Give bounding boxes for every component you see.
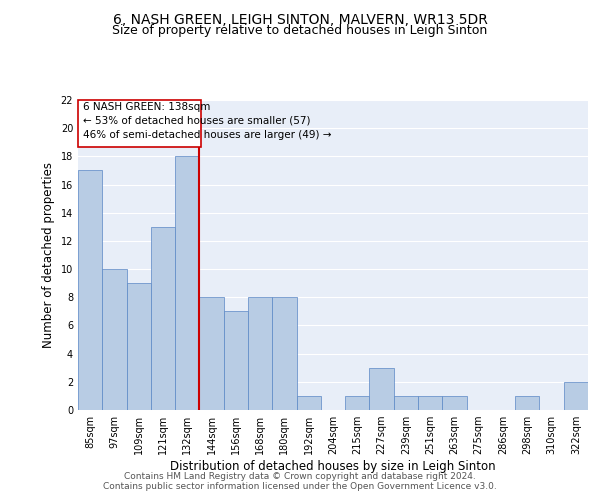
Bar bbox=[345, 396, 370, 410]
Bar bbox=[564, 382, 588, 410]
Text: 46% of semi-detached houses are larger (49) →: 46% of semi-detached houses are larger (… bbox=[83, 130, 331, 140]
Bar bbox=[151, 227, 175, 410]
Bar bbox=[102, 269, 127, 410]
Text: 6 NASH GREEN: 138sqm: 6 NASH GREEN: 138sqm bbox=[83, 102, 210, 112]
Bar bbox=[127, 283, 151, 410]
X-axis label: Distribution of detached houses by size in Leigh Sinton: Distribution of detached houses by size … bbox=[170, 460, 496, 473]
Bar bbox=[199, 298, 224, 410]
Text: Size of property relative to detached houses in Leigh Sinton: Size of property relative to detached ho… bbox=[112, 24, 488, 37]
Bar bbox=[272, 298, 296, 410]
Text: Contains public sector information licensed under the Open Government Licence v3: Contains public sector information licen… bbox=[103, 482, 497, 491]
Text: Contains HM Land Registry data © Crown copyright and database right 2024.: Contains HM Land Registry data © Crown c… bbox=[124, 472, 476, 481]
Bar bbox=[296, 396, 321, 410]
Y-axis label: Number of detached properties: Number of detached properties bbox=[42, 162, 55, 348]
Bar bbox=[370, 368, 394, 410]
FancyBboxPatch shape bbox=[78, 100, 202, 146]
Bar bbox=[394, 396, 418, 410]
Text: ← 53% of detached houses are smaller (57): ← 53% of detached houses are smaller (57… bbox=[83, 116, 310, 126]
Bar bbox=[175, 156, 199, 410]
Bar bbox=[418, 396, 442, 410]
Text: 6, NASH GREEN, LEIGH SINTON, MALVERN, WR13 5DR: 6, NASH GREEN, LEIGH SINTON, MALVERN, WR… bbox=[113, 12, 487, 26]
Bar bbox=[515, 396, 539, 410]
Bar bbox=[78, 170, 102, 410]
Bar bbox=[248, 298, 272, 410]
Bar bbox=[224, 312, 248, 410]
Bar bbox=[442, 396, 467, 410]
